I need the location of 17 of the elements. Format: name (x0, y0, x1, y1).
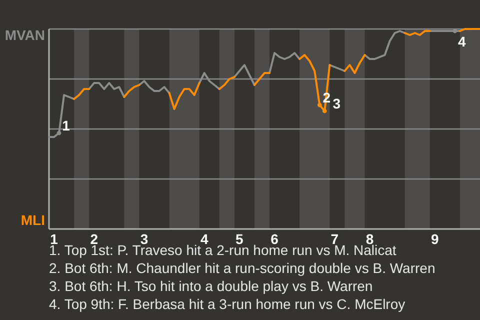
x-tick-label: 9 (430, 231, 439, 247)
x-tick-label: 4 (200, 231, 208, 247)
point (56, 130, 62, 136)
text: 4. Top 9th: F. Berbasa hit a 3-run home run vs C. McElroy (49, 296, 406, 312)
series-label: 1 (62, 118, 70, 134)
series-label: 4 (458, 34, 466, 50)
text: 3. Bot 6th: H. Tso hit into a double play vs B. Warren (49, 278, 373, 294)
text: 2. Bot 6th: M. Chaundler hit a run-scoring double vs B. Warren (49, 260, 436, 276)
point (317, 102, 322, 108)
x-tick-label: 3 (140, 231, 148, 247)
x-tick-label: 5 (236, 231, 244, 247)
x-tick-label: 6 (270, 231, 279, 247)
point (322, 108, 327, 114)
series-label: 3 (332, 96, 341, 112)
text: MVAN (4, 27, 45, 43)
text: MLI (20, 212, 45, 228)
x-tick-label: 8 (366, 231, 374, 247)
